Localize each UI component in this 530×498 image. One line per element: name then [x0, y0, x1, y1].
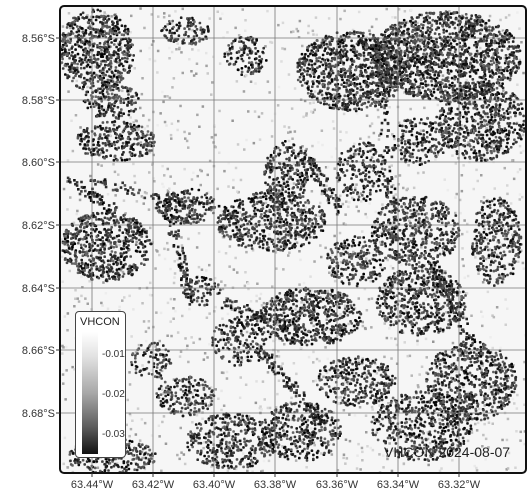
legend-title: VHCON — [80, 316, 120, 328]
legend-label: -0.02 — [102, 389, 125, 400]
colorbar — [82, 332, 98, 454]
map-frame — [59, 5, 527, 474]
x-tick-label: 63.36°W — [315, 479, 359, 491]
x-tick-label: 63.32°W — [437, 479, 481, 491]
map-stamp: VHCON 2024-08-07 — [384, 444, 511, 460]
x-tick-label: 63.40°W — [192, 479, 236, 491]
legend-tick — [98, 394, 102, 395]
xtick-mark — [91, 473, 460, 477]
x-tick-label: 63.38°W — [253, 479, 297, 491]
y-tick-label: 8.68°S — [21, 408, 55, 420]
legend-tick — [98, 354, 102, 355]
x-tick-label: 63.42°W — [131, 479, 175, 491]
legend-tick — [98, 434, 102, 435]
legend-label: -0.01 — [102, 349, 125, 360]
legend-label: -0.03 — [102, 429, 125, 440]
x-tick-label: 63.34°W — [376, 479, 420, 491]
y-tick-label: 8.60°S — [21, 157, 55, 169]
y-tick-label: 8.64°S — [21, 283, 55, 295]
ytick-mark — [56, 37, 60, 414]
y-tick-label: 8.62°S — [21, 220, 55, 232]
y-tick-label: 8.56°S — [21, 33, 55, 45]
y-tick-label: 8.66°S — [21, 345, 55, 357]
x-tick-label: 63.44°W — [70, 479, 114, 491]
y-tick-label: 8.58°S — [21, 95, 55, 107]
colorbar-legend: VHCON -0.01 -0.02 -0.03 — [75, 311, 126, 458]
